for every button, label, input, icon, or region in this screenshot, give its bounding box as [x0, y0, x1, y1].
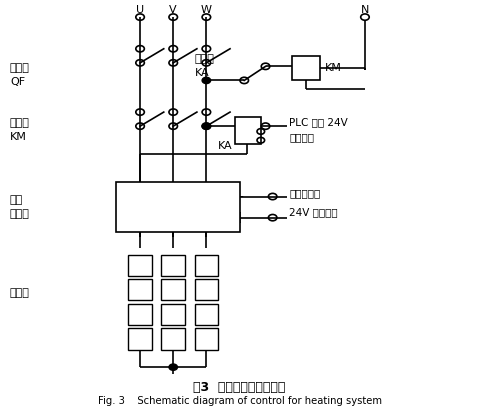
Circle shape: [169, 364, 178, 370]
Text: PLC 直流 24V: PLC 直流 24V: [289, 118, 348, 128]
Bar: [128, 255, 152, 276]
Text: QF: QF: [10, 77, 25, 87]
Circle shape: [202, 77, 211, 84]
Bar: [161, 304, 185, 325]
Text: Fig. 3    Schematic diagram of control for heating system: Fig. 3 Schematic diagram of control for …: [98, 396, 381, 406]
Text: U: U: [136, 4, 144, 15]
Text: 固态: 固态: [10, 195, 23, 205]
Text: KA: KA: [194, 69, 209, 78]
Text: 继电器: 继电器: [194, 54, 215, 64]
Text: KM: KM: [325, 63, 342, 73]
Bar: [194, 304, 218, 325]
Text: 24V 控制信号: 24V 控制信号: [289, 207, 338, 217]
Bar: [194, 279, 218, 300]
Bar: [116, 182, 240, 232]
Text: V: V: [170, 4, 177, 15]
Text: KA: KA: [218, 140, 233, 151]
Text: －: －: [234, 211, 241, 224]
Bar: [235, 118, 261, 144]
Bar: [161, 255, 185, 276]
Text: 温控器直流: 温控器直流: [289, 188, 320, 198]
Bar: [161, 328, 185, 350]
Bar: [128, 328, 152, 350]
Text: KM: KM: [10, 132, 27, 142]
Text: 断路器: 断路器: [10, 118, 30, 128]
Bar: [194, 328, 218, 350]
Bar: [128, 304, 152, 325]
Text: +: +: [234, 190, 244, 203]
Bar: [292, 56, 320, 80]
Bar: [194, 255, 218, 276]
Text: 控制信号: 控制信号: [289, 132, 314, 142]
Text: N: N: [361, 4, 369, 15]
Text: 加热器: 加热器: [10, 288, 30, 298]
Text: 继电器: 继电器: [10, 209, 30, 219]
Text: 断路器: 断路器: [10, 63, 30, 73]
Text: 图3  加热系统控制原理图: 图3 加热系统控制原理图: [194, 381, 285, 394]
Bar: [128, 279, 152, 300]
Text: ～: ～: [156, 197, 167, 217]
Bar: [161, 279, 185, 300]
Circle shape: [202, 123, 211, 129]
Text: W: W: [201, 4, 212, 15]
